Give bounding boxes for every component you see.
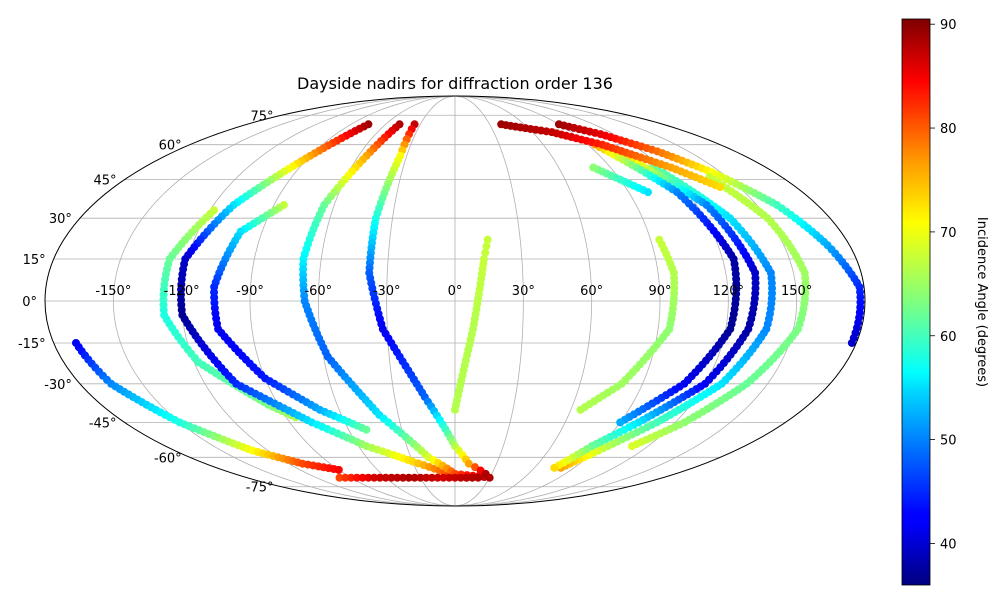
x-tick-label: 150° — [781, 284, 812, 299]
y-tick-label: -15° — [18, 337, 46, 352]
data-point — [375, 473, 384, 482]
data-point — [370, 473, 379, 482]
data-point — [352, 473, 361, 482]
x-tick-label: 0° — [448, 284, 463, 299]
x-tick-label: 120° — [713, 284, 744, 299]
data-point — [550, 463, 559, 472]
y-tick-label: 0° — [22, 295, 37, 310]
data-point — [427, 473, 436, 482]
y-tick-label: 60° — [159, 139, 182, 154]
data-point — [481, 469, 490, 478]
colorbar-gradient — [901, 18, 931, 586]
data-point — [439, 473, 448, 482]
colorbar: 40 50 60 70 80 90 Incidence Angle (degrees) — [901, 18, 989, 586]
data-point — [482, 242, 491, 251]
data-point — [362, 425, 371, 434]
colorbar-tick-label: 50 — [940, 434, 957, 449]
data-point — [474, 473, 483, 482]
data-point — [847, 338, 856, 347]
colorbar-tick-label: 70 — [940, 226, 957, 241]
data-points — [71, 120, 865, 482]
data-point — [381, 473, 390, 482]
colorbar-tick-label: 60 — [940, 330, 957, 345]
data-point — [451, 473, 459, 482]
chart-title: Dayside nadirs for diffraction order 136 — [297, 74, 613, 93]
y-tick-label: 45° — [94, 174, 117, 189]
data-point — [462, 473, 471, 482]
x-tick-label: -60° — [304, 284, 332, 299]
data-point — [464, 459, 473, 468]
data-point — [364, 473, 373, 482]
x-tick-label: -150° — [95, 284, 131, 299]
data-point — [456, 473, 465, 482]
colorbar-tick-label: 80 — [940, 122, 957, 137]
x-tick-label: -120° — [164, 284, 200, 299]
x-tick-labels: -150° -120° -90° -60° -30° 0° 30° 60° 90° 120° 150… — [95, 284, 812, 299]
data-point — [334, 465, 343, 474]
data-point — [481, 248, 490, 257]
data-point — [404, 473, 413, 482]
x-tick-label: -30° — [373, 284, 401, 299]
colorbar-tick-label: 90 — [940, 18, 957, 33]
y-tick-label: -45° — [89, 416, 117, 431]
y-tick-label: -75° — [246, 481, 274, 496]
data-point — [416, 473, 425, 482]
data-point — [483, 235, 492, 244]
data-point — [616, 418, 625, 427]
data-point — [341, 473, 350, 482]
data-point — [399, 473, 408, 482]
y-tick-label: -60° — [154, 451, 182, 466]
x-tick-label: 90° — [648, 284, 671, 299]
colorbar-tick-label: 40 — [940, 537, 957, 552]
data-point — [627, 442, 636, 451]
data-point — [358, 473, 367, 482]
data-point — [335, 473, 344, 482]
y-tick-label: 75° — [250, 109, 273, 124]
data-point — [393, 473, 402, 482]
y-tick-labels: 75° 60° 45° 30° 15° 0° -15° -30° -45° -60° -75° — [18, 109, 274, 495]
x-tick-label: 60° — [580, 284, 603, 299]
data-point — [445, 473, 454, 482]
map-boundary — [44, 95, 866, 507]
grid — [45, 95, 865, 507]
colorbar-label: Incidence Angle (degrees) — [974, 217, 989, 387]
data-point — [410, 473, 419, 482]
y-tick-label: 30° — [49, 212, 72, 227]
x-tick-label: 30° — [512, 284, 535, 299]
data-point — [422, 473, 431, 482]
colorbar-ticks: 40 50 60 70 80 90 — [930, 18, 957, 552]
data-point — [655, 235, 664, 244]
data-point — [433, 473, 442, 482]
data-point — [479, 255, 488, 264]
y-tick-label: -30° — [44, 378, 72, 393]
data-point — [644, 188, 653, 197]
x-tick-label: -90° — [236, 284, 264, 299]
data-point — [468, 473, 477, 482]
data-point — [716, 183, 725, 192]
data-point — [387, 473, 396, 482]
data-point — [347, 473, 356, 482]
y-tick-label: 15° — [23, 253, 46, 268]
